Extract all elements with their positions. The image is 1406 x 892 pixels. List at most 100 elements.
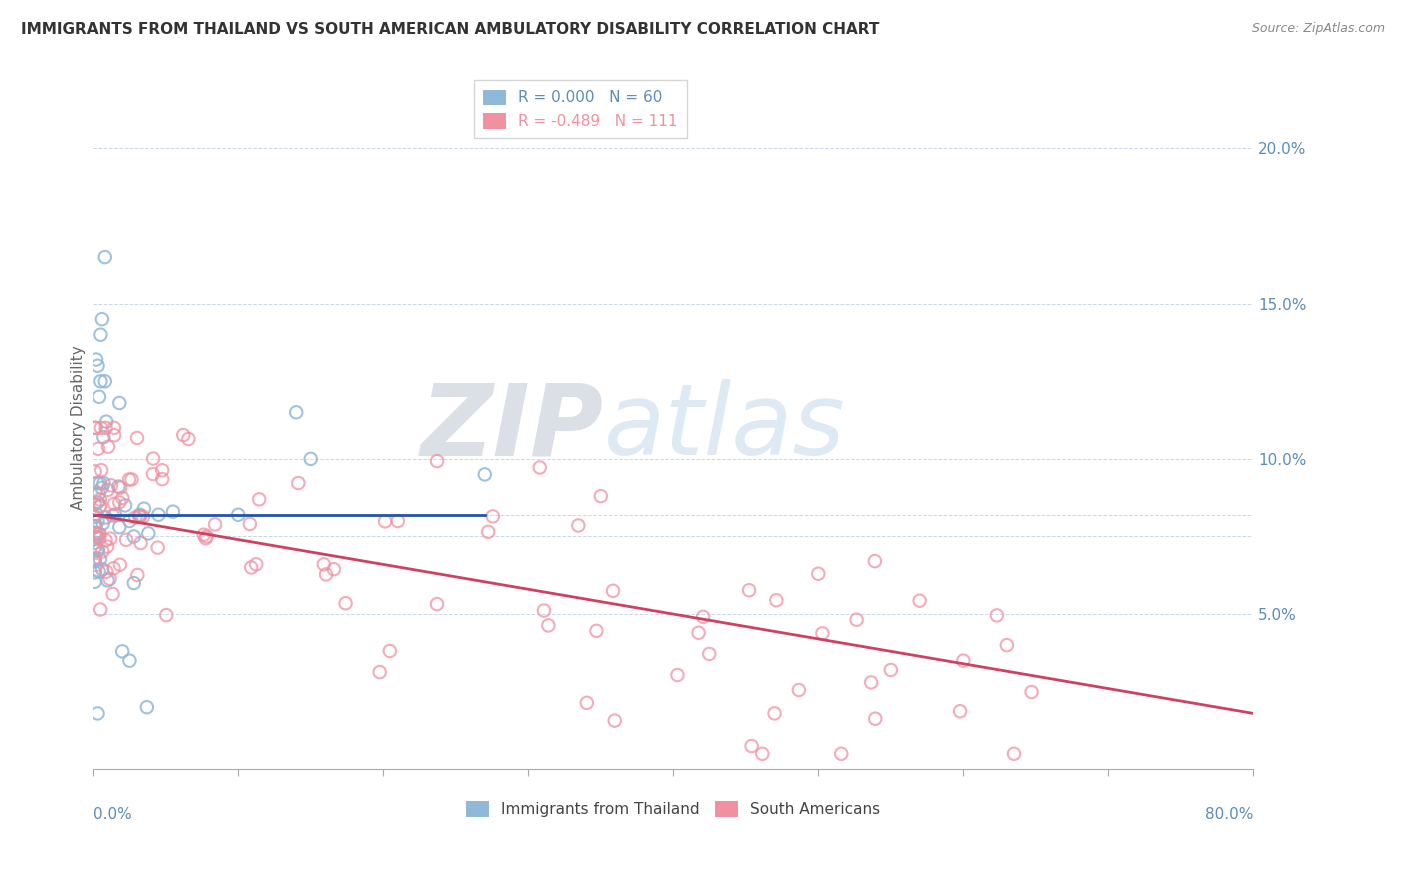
Point bbox=[529, 460, 551, 475]
Point bbox=[89, 500, 111, 514]
Y-axis label: Ambulatory Disability: Ambulatory Disability bbox=[72, 345, 86, 510]
Point bbox=[115, 533, 138, 547]
Point bbox=[83, 520, 105, 534]
Point bbox=[98, 532, 121, 546]
Point bbox=[135, 700, 157, 714]
Point bbox=[908, 593, 931, 607]
Point bbox=[312, 558, 335, 572]
Point bbox=[567, 518, 589, 533]
Point bbox=[84, 519, 107, 533]
Point bbox=[91, 430, 114, 444]
Point bbox=[84, 352, 107, 367]
Point bbox=[94, 374, 117, 388]
Point bbox=[602, 583, 624, 598]
Point bbox=[150, 472, 173, 486]
Point bbox=[285, 405, 308, 419]
Point bbox=[995, 638, 1018, 652]
Point bbox=[84, 485, 107, 500]
Point bbox=[127, 568, 149, 582]
Point bbox=[155, 608, 177, 623]
Point bbox=[84, 558, 107, 572]
Point bbox=[94, 510, 117, 524]
Point bbox=[845, 613, 868, 627]
Point bbox=[90, 481, 112, 495]
Point bbox=[89, 499, 111, 513]
Point bbox=[122, 576, 145, 591]
Point bbox=[738, 583, 761, 598]
Point bbox=[89, 476, 111, 491]
Point bbox=[89, 327, 111, 342]
Point bbox=[477, 524, 499, 539]
Point bbox=[533, 603, 555, 617]
Point bbox=[103, 421, 125, 435]
Point bbox=[287, 476, 309, 491]
Point bbox=[830, 747, 852, 761]
Point bbox=[387, 514, 409, 528]
Point bbox=[129, 536, 152, 550]
Point bbox=[860, 675, 883, 690]
Point bbox=[90, 421, 112, 435]
Point bbox=[811, 626, 834, 640]
Point bbox=[101, 587, 124, 601]
Point bbox=[103, 497, 125, 511]
Point bbox=[177, 432, 200, 446]
Point bbox=[741, 739, 763, 753]
Point bbox=[104, 508, 127, 522]
Point bbox=[589, 489, 612, 503]
Point bbox=[83, 464, 105, 478]
Point bbox=[111, 644, 134, 658]
Point bbox=[89, 602, 111, 616]
Point bbox=[103, 561, 125, 575]
Text: atlas: atlas bbox=[603, 379, 845, 476]
Point bbox=[146, 541, 169, 555]
Point bbox=[315, 567, 337, 582]
Point bbox=[247, 492, 270, 507]
Point bbox=[148, 508, 170, 522]
Point bbox=[94, 533, 117, 548]
Point bbox=[986, 608, 1008, 623]
Point bbox=[108, 520, 131, 534]
Point bbox=[84, 507, 107, 521]
Point bbox=[108, 495, 131, 509]
Point bbox=[124, 510, 146, 524]
Point bbox=[86, 475, 108, 490]
Point bbox=[952, 654, 974, 668]
Point bbox=[245, 558, 267, 572]
Point bbox=[368, 665, 391, 680]
Point bbox=[86, 544, 108, 558]
Point bbox=[97, 483, 120, 497]
Point bbox=[86, 359, 108, 373]
Point bbox=[299, 451, 322, 466]
Point bbox=[125, 431, 148, 445]
Point bbox=[86, 514, 108, 528]
Point bbox=[83, 550, 105, 565]
Point bbox=[108, 558, 131, 572]
Point bbox=[949, 704, 972, 718]
Point bbox=[83, 574, 105, 589]
Point bbox=[91, 562, 114, 576]
Point bbox=[101, 508, 124, 523]
Point bbox=[87, 495, 110, 509]
Point bbox=[108, 481, 131, 495]
Point bbox=[100, 478, 122, 492]
Point bbox=[83, 497, 105, 511]
Point bbox=[114, 499, 136, 513]
Point bbox=[603, 714, 626, 728]
Point bbox=[585, 624, 607, 638]
Point bbox=[692, 610, 714, 624]
Point bbox=[880, 663, 903, 677]
Point bbox=[128, 508, 150, 522]
Point bbox=[89, 531, 111, 545]
Point bbox=[865, 712, 887, 726]
Point bbox=[374, 514, 396, 528]
Point bbox=[87, 442, 110, 456]
Point bbox=[84, 519, 107, 533]
Point bbox=[90, 463, 112, 477]
Point bbox=[96, 415, 118, 429]
Legend: Immigrants from Thailand, South Americans: Immigrants from Thailand, South American… bbox=[460, 795, 887, 823]
Point bbox=[93, 476, 115, 491]
Point bbox=[150, 463, 173, 477]
Point bbox=[107, 479, 129, 493]
Point bbox=[86, 526, 108, 541]
Point bbox=[87, 486, 110, 500]
